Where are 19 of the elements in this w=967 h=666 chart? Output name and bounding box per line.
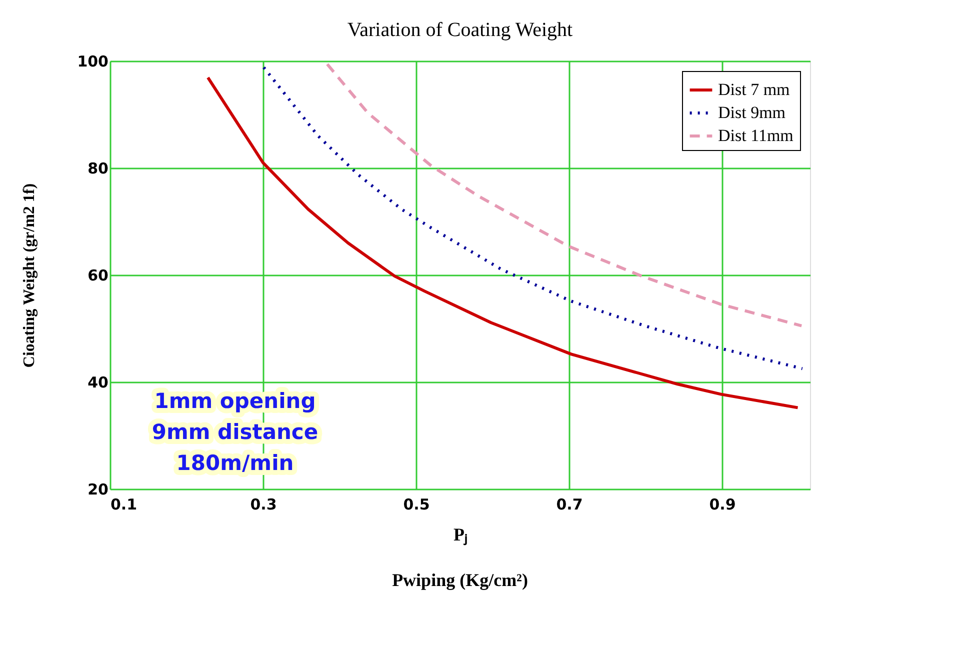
line-series (262, 66, 804, 370)
text: Pwiping (Kg/cm²) (392, 570, 528, 590)
y-tick-label: 20 (88, 480, 108, 498)
y-tick-label: 60 (88, 266, 108, 284)
x-tick-label: 0.9 (709, 496, 736, 514)
x-tick-label: 0.1 (110, 496, 138, 514)
legend-label: Dist 7 mm (718, 80, 790, 99)
y-axis-title: Cioating Weight (gr/m2 1f) (21, 183, 38, 368)
y-tick-label: 100 (77, 52, 108, 70)
line-series (326, 62, 804, 328)
y-tick-label: 80 (88, 160, 108, 178)
chart-title: Variation of Coating Weight (347, 19, 574, 41)
x-axis-title: Pⱼ (454, 524, 468, 546)
y-tick-label: 40 (88, 374, 108, 392)
legend-label: Dist 9mm (718, 103, 786, 122)
x-tick-label: 0.5 (403, 496, 430, 514)
x-tick-label: 0.3 (250, 496, 277, 514)
x-tick-label: 0.7 (556, 496, 583, 514)
legend-label: Dist 11mm (718, 126, 794, 145)
